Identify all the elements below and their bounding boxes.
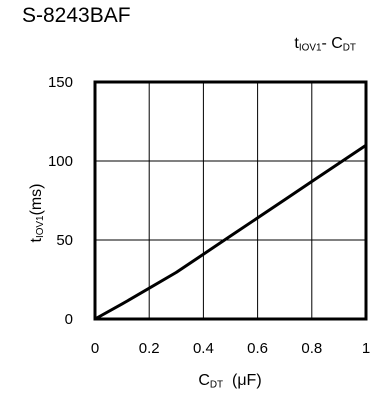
subtitle-sub: IOV1 [298,42,322,54]
x-tick-label: 1 [362,340,370,357]
series-layer [94,143,367,321]
y-tick-label: 0 [65,311,73,328]
x-label-sub: DT [209,379,224,391]
x-tick-label: 0.8 [301,340,322,357]
x-label-unit: (μF) [232,372,262,389]
series-line [94,143,367,321]
subtitle-mid: - C [321,35,343,52]
y-tick-label: 100 [48,153,73,170]
part-number: S-8243BAF [22,4,131,27]
x-tick-label: 0.4 [193,340,214,357]
subtitle-sub2: DT [342,42,356,54]
x-tick-label: 0.2 [139,340,160,357]
subtitle-main: t [294,35,299,52]
chart-subtitle: tIOV1- CDT [294,35,356,53]
grid-lines [94,81,367,320]
y-tick-label: 50 [56,232,73,249]
x-label-main: C [198,372,210,389]
y-label-main: t [27,238,45,243]
x-tick-label: 0 [91,340,99,357]
y-label-unit: (ms) [27,183,45,216]
y-axis-label: tIOV1(ms) [28,183,46,242]
tick-labels: 0 0.2 0.4 0.6 0.8 1 0 50 100 150 [48,74,370,357]
plot-frame [93,80,368,321]
y-label-sub: IOV1 [35,215,47,239]
x-label-space [223,372,232,389]
x-axis-label: CDT (μF) [198,372,261,390]
y-tick-label: 150 [48,74,73,91]
x-tick-label: 0.6 [247,340,268,357]
